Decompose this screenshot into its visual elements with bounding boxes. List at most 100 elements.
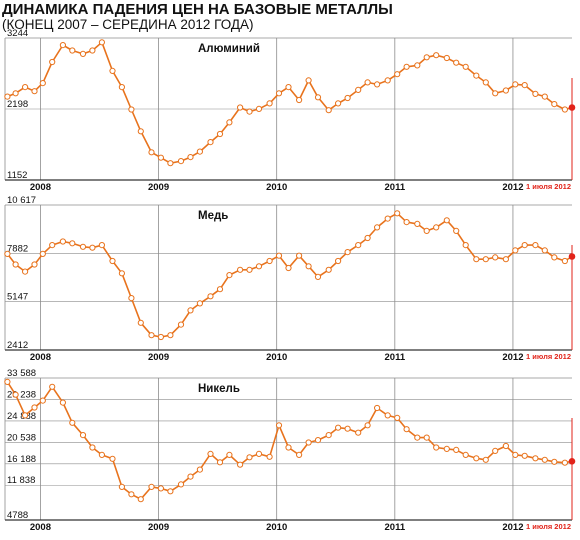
data-point <box>384 412 391 419</box>
data-point <box>157 333 164 341</box>
data-point <box>443 445 450 452</box>
data-point <box>335 257 342 265</box>
data-point <box>423 434 430 441</box>
y-tick-label: 24 888 <box>7 411 36 422</box>
data-point <box>374 404 381 412</box>
data-point <box>128 491 135 498</box>
data-point <box>39 397 46 404</box>
data-point <box>237 461 244 468</box>
data-point <box>59 399 67 406</box>
x-tick-label: 2011 <box>385 182 406 193</box>
data-point <box>109 67 116 75</box>
x-tick-label: 2008 <box>30 352 51 363</box>
data-point <box>443 217 450 224</box>
x-tick-label: 2011 <box>385 522 406 533</box>
data-point <box>462 63 469 70</box>
data-point <box>414 434 421 441</box>
end-date-label: 1 июля 2012 <box>526 522 571 531</box>
data-point <box>403 63 410 70</box>
data-point <box>561 257 569 265</box>
data-point <box>167 160 174 167</box>
data-point <box>296 96 303 104</box>
data-point <box>216 130 224 138</box>
data-point <box>266 453 273 460</box>
data-point <box>473 455 480 462</box>
y-tick-label: 4788 <box>7 510 28 521</box>
data-point <box>137 128 144 135</box>
data-point <box>187 473 194 480</box>
data-point <box>148 149 155 156</box>
x-tick-label: 2012 <box>502 352 523 363</box>
data-point <box>344 249 351 256</box>
panel-title: Никель <box>198 383 240 395</box>
data-point <box>226 272 233 279</box>
y-tick-label: 16 188 <box>7 454 36 465</box>
data-point <box>492 254 499 261</box>
data-point <box>394 414 401 421</box>
data-point <box>364 79 371 86</box>
data-point <box>31 404 38 411</box>
data-point <box>118 84 126 91</box>
y-tick-label: 7882 <box>7 243 28 254</box>
data-point <box>177 481 185 488</box>
y-tick-label: 2198 <box>7 99 28 110</box>
data-point <box>453 59 460 66</box>
data-point <box>167 488 174 495</box>
panel-title: Медь <box>198 210 228 222</box>
data-point <box>216 459 224 466</box>
last-data-point <box>568 104 576 111</box>
x-tick-label: 2010 <box>266 182 287 193</box>
data-point <box>355 86 362 94</box>
data-point <box>305 263 312 270</box>
data-point <box>196 466 203 473</box>
data-point <box>39 80 46 87</box>
data-point <box>325 432 332 439</box>
end-date-label: 1 июля 2012 <box>526 182 571 191</box>
data-point <box>502 87 509 94</box>
x-tick-label: 2008 <box>30 522 51 533</box>
data-point <box>285 264 292 272</box>
data-point <box>414 220 421 227</box>
y-tick-label: 11 838 <box>7 475 35 486</box>
data-point <box>226 451 233 458</box>
data-point <box>79 432 87 439</box>
data-point <box>512 451 519 458</box>
data-point <box>237 104 244 111</box>
data-point <box>275 90 283 97</box>
data-point <box>423 227 430 234</box>
data-point <box>246 266 253 273</box>
data-point <box>31 261 38 268</box>
data-point <box>502 256 509 263</box>
data-point <box>492 447 499 454</box>
data-point <box>49 383 56 390</box>
data-point <box>59 42 67 49</box>
data-point <box>532 90 539 98</box>
data-point <box>453 227 460 234</box>
data-point <box>89 244 96 251</box>
data-point <box>137 496 144 503</box>
data-point <box>196 148 203 155</box>
data-point <box>325 266 332 273</box>
data-point <box>39 250 46 257</box>
data-point <box>31 88 38 95</box>
data-point <box>364 234 371 242</box>
data-point <box>148 483 155 490</box>
y-tick-label: 3244 <box>7 28 28 39</box>
data-point <box>305 77 312 84</box>
x-tick-label: 2009 <box>148 352 169 363</box>
data-point <box>118 483 126 490</box>
data-point <box>69 419 76 426</box>
data-point <box>4 93 11 100</box>
data-point <box>502 442 509 450</box>
data-point <box>157 485 164 492</box>
data-point <box>541 456 548 463</box>
series-line <box>6 212 573 338</box>
data-point <box>374 224 381 231</box>
data-point <box>148 332 155 339</box>
y-tick-label: 5147 <box>7 292 28 303</box>
data-point <box>314 94 322 101</box>
data-point <box>285 84 292 91</box>
data-point <box>207 139 214 146</box>
data-point <box>4 250 11 257</box>
